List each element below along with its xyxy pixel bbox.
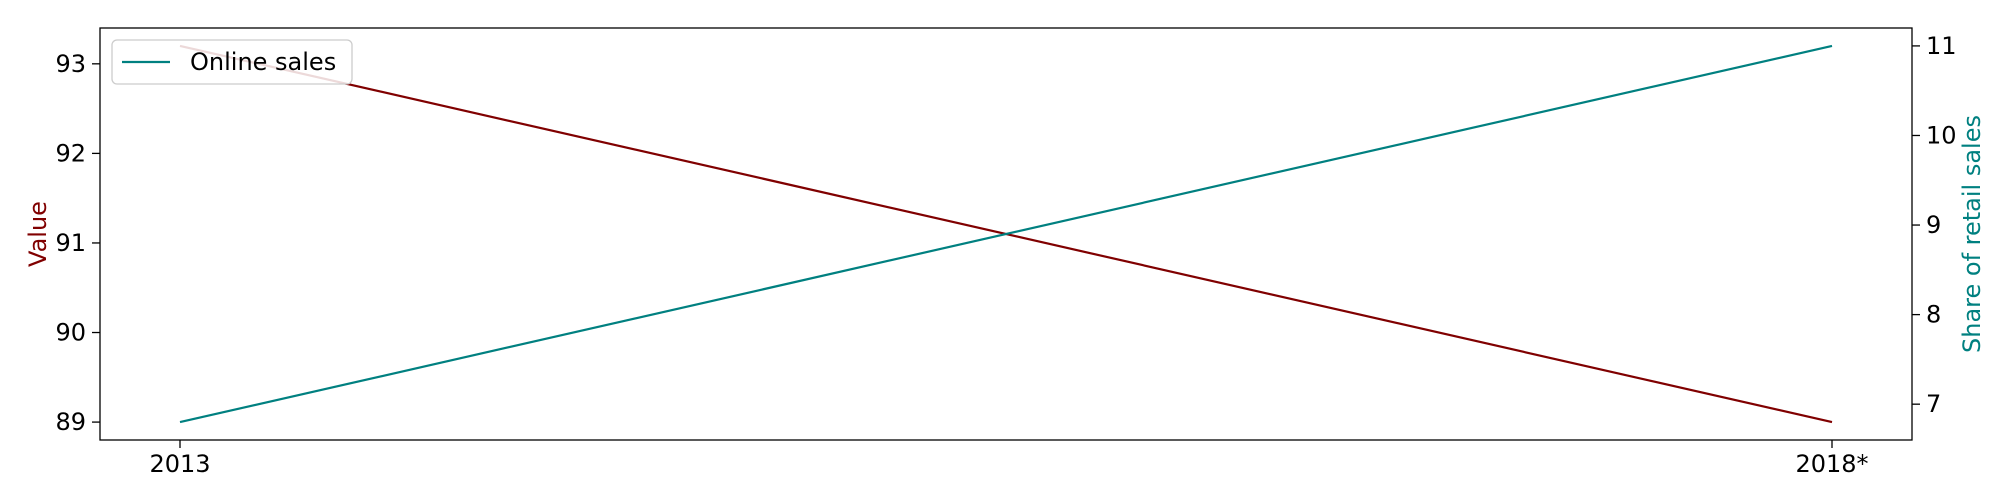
x-axis-ticks: 2013 2018* — [149, 440, 1869, 478]
plot-layer — [179, 44, 1833, 424]
left-tick-label: 91 — [55, 229, 86, 257]
left-tick-label: 92 — [55, 139, 86, 167]
right-tick-label: 8 — [1926, 301, 1941, 329]
left-tick-label: 90 — [55, 319, 86, 347]
right-axis-label: Share of retail sales — [1958, 115, 1986, 353]
legend-label: Online sales — [190, 48, 336, 76]
x-tick-label: 2018* — [1795, 450, 1868, 478]
plot-frame — [99, 27, 1913, 441]
right-tick-label: 11 — [1926, 32, 1957, 60]
series-line-online-sales — [179, 44, 1833, 424]
right-tick-label: 10 — [1926, 121, 1957, 149]
left-axis-label: Value — [24, 201, 52, 267]
left-tick-label: 93 — [55, 50, 86, 78]
legend-box — [111, 39, 353, 85]
right-tick-label: 7 — [1926, 390, 1941, 418]
left-tick-label: 89 — [55, 408, 86, 436]
x-tick-label: 2013 — [149, 450, 210, 478]
right-tick-label: 9 — [1926, 211, 1941, 239]
legend: Online sales — [111, 39, 353, 85]
left-axis-ticks: 89 90 91 92 93 — [55, 50, 100, 436]
right-axis-ticks: 7 8 9 10 11 — [1912, 32, 1957, 418]
